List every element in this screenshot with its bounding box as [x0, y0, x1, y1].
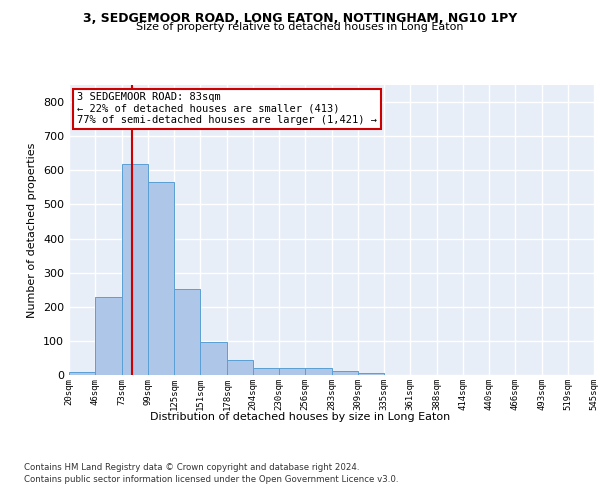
Bar — [305, 368, 332, 375]
Text: 3, SEDGEMOOR ROAD, LONG EATON, NOTTINGHAM, NG10 1PY: 3, SEDGEMOOR ROAD, LONG EATON, NOTTINGHA… — [83, 12, 517, 26]
Bar — [279, 368, 305, 375]
Bar — [358, 373, 384, 375]
Bar — [148, 182, 174, 375]
Bar — [227, 360, 253, 375]
Text: Size of property relative to detached houses in Long Eaton: Size of property relative to detached ho… — [136, 22, 464, 32]
Y-axis label: Number of detached properties: Number of detached properties — [28, 142, 37, 318]
Text: Distribution of detached houses by size in Long Eaton: Distribution of detached houses by size … — [150, 412, 450, 422]
Bar — [174, 289, 200, 375]
Text: Contains public sector information licensed under the Open Government Licence v3: Contains public sector information licen… — [24, 475, 398, 484]
Bar — [332, 371, 358, 375]
Bar — [69, 372, 95, 375]
Bar — [200, 342, 227, 375]
Text: 3 SEDGEMOOR ROAD: 83sqm
← 22% of detached houses are smaller (413)
77% of semi-d: 3 SEDGEMOOR ROAD: 83sqm ← 22% of detache… — [77, 92, 377, 126]
Bar — [253, 368, 279, 375]
Text: Contains HM Land Registry data © Crown copyright and database right 2024.: Contains HM Land Registry data © Crown c… — [24, 462, 359, 471]
Bar — [95, 297, 122, 375]
Bar — [122, 164, 148, 375]
